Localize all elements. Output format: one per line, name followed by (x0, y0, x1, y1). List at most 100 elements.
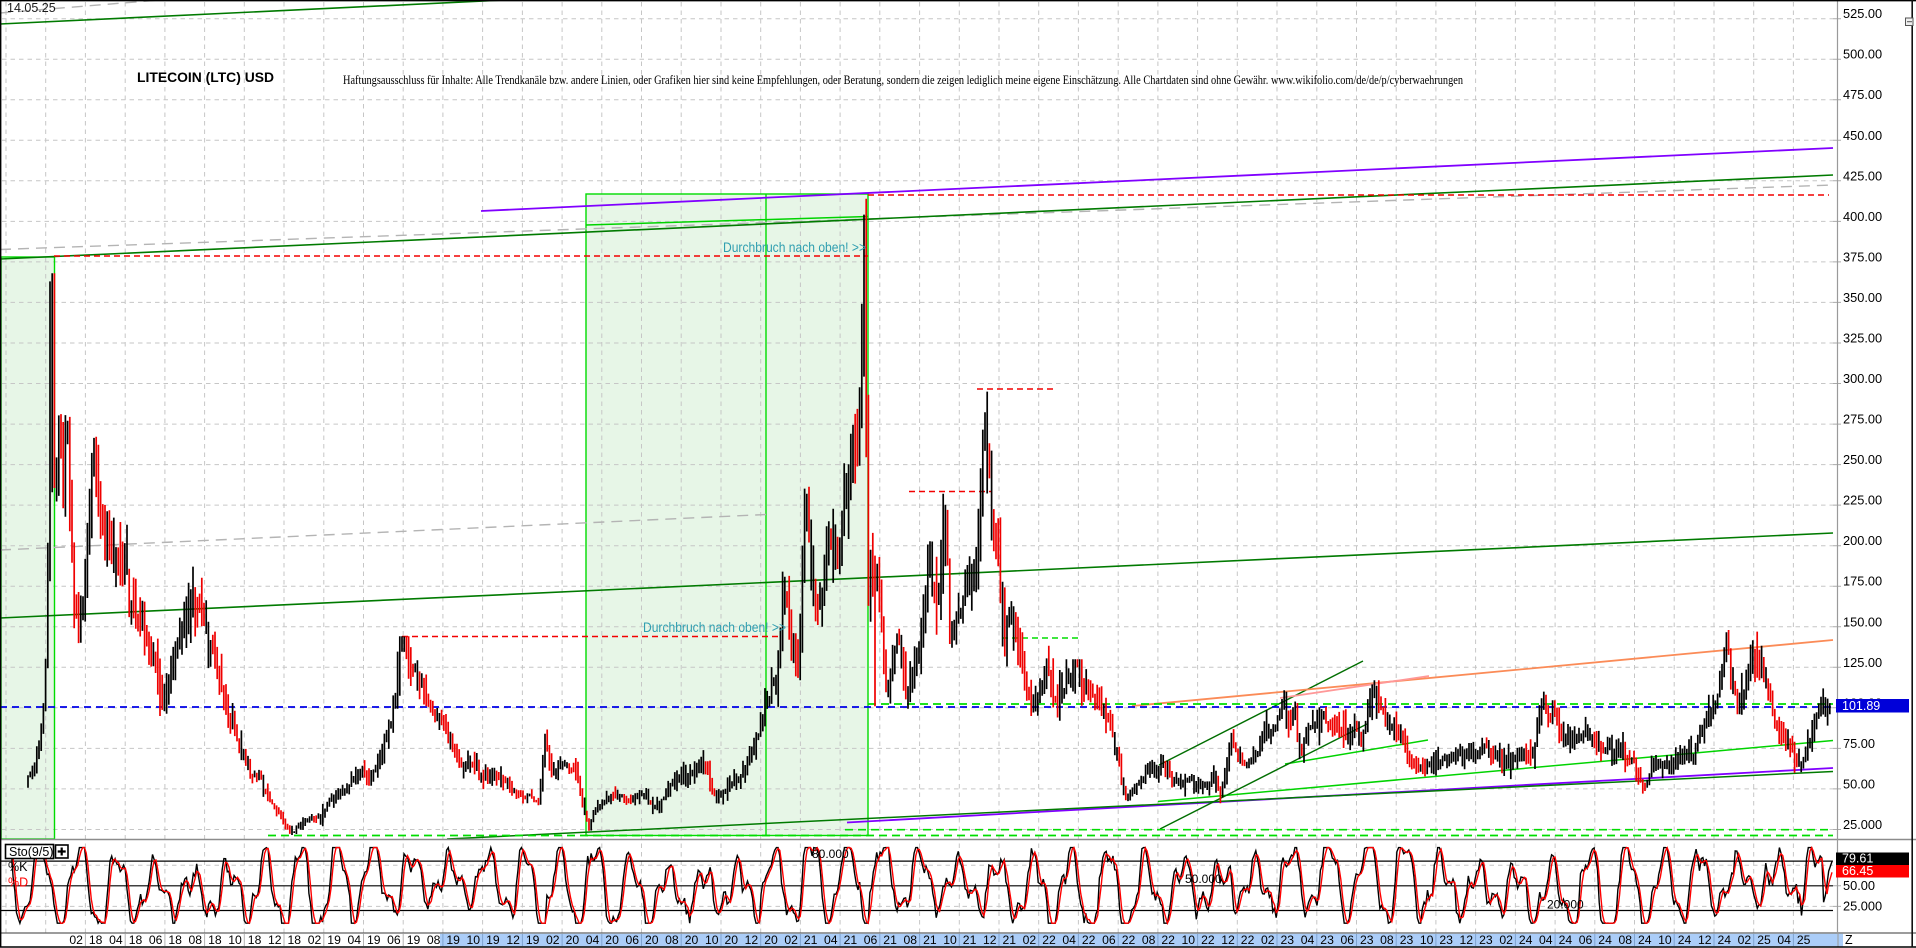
svg-text:50.000: 50.000 (1185, 872, 1222, 886)
svg-text:10: 10 (228, 933, 242, 947)
svg-text:24: 24 (1559, 933, 1573, 947)
svg-text:375.00: 375.00 (1843, 249, 1882, 264)
svg-text:12: 12 (1221, 933, 1235, 947)
svg-text:23: 23 (1479, 933, 1493, 947)
svg-text:%D: %D (8, 876, 28, 890)
svg-text:19: 19 (526, 933, 540, 947)
svg-text:21: 21 (923, 933, 937, 947)
svg-text:400.00: 400.00 (1843, 209, 1882, 224)
svg-text:06: 06 (1340, 933, 1354, 947)
svg-text:24: 24 (1678, 933, 1692, 947)
svg-text:Durchbruch nach oben! >>: Durchbruch nach oben! >> (643, 620, 786, 635)
svg-text:06: 06 (387, 933, 401, 947)
svg-text:22: 22 (1122, 933, 1136, 947)
svg-text:23: 23 (1400, 933, 1414, 947)
svg-text:23: 23 (1360, 933, 1374, 947)
svg-text:04: 04 (824, 933, 838, 947)
svg-text:24: 24 (1519, 933, 1533, 947)
svg-text:101.89: 101.89 (1842, 699, 1880, 713)
svg-text:21: 21 (963, 933, 977, 947)
svg-text:22: 22 (1201, 933, 1215, 947)
svg-text:06: 06 (1579, 933, 1593, 947)
svg-text:24: 24 (1718, 933, 1732, 947)
svg-text:66.45: 66.45 (1842, 864, 1873, 878)
svg-text:20: 20 (685, 933, 699, 947)
svg-text:19: 19 (327, 933, 341, 947)
svg-text:20: 20 (645, 933, 659, 947)
svg-text:LITECOIN (LTC) USD: LITECOIN (LTC) USD (137, 69, 274, 85)
svg-text:Z: Z (1845, 933, 1853, 947)
svg-text:25: 25 (1797, 933, 1811, 947)
svg-text:22: 22 (1161, 933, 1175, 947)
svg-text:20.000: 20.000 (1547, 898, 1584, 912)
svg-text:23: 23 (1281, 933, 1295, 947)
svg-text:20: 20 (566, 933, 580, 947)
svg-text:450.00: 450.00 (1843, 128, 1882, 143)
svg-text:08: 08 (427, 933, 441, 947)
svg-text:08: 08 (1380, 933, 1394, 947)
svg-text:Durchbruch nach oben! >>: Durchbruch nach oben! >> (723, 240, 866, 255)
svg-text:12: 12 (506, 933, 520, 947)
svg-text:04: 04 (347, 933, 361, 947)
svg-text:50.00: 50.00 (1843, 776, 1875, 791)
svg-text:02: 02 (1023, 933, 1037, 947)
svg-text:18: 18 (288, 933, 302, 947)
svg-text:500.00: 500.00 (1843, 47, 1882, 62)
svg-text:175.00: 175.00 (1843, 574, 1882, 589)
svg-text:21: 21 (804, 933, 818, 947)
svg-text:24: 24 (1638, 933, 1652, 947)
svg-text:04: 04 (109, 933, 123, 947)
svg-text:22: 22 (1241, 933, 1255, 947)
svg-text:425.00: 425.00 (1843, 168, 1882, 183)
svg-text:02: 02 (1738, 933, 1752, 947)
svg-text:250.00: 250.00 (1843, 452, 1882, 467)
svg-text:04: 04 (1539, 933, 1553, 947)
svg-text:20: 20 (605, 933, 619, 947)
svg-text:02: 02 (69, 933, 83, 947)
svg-text:19: 19 (407, 933, 421, 947)
svg-text:06: 06 (625, 933, 639, 947)
svg-text:08: 08 (1142, 933, 1156, 947)
svg-text:06: 06 (1102, 933, 1116, 947)
svg-text:22: 22 (1042, 933, 1056, 947)
svg-text:275.00: 275.00 (1843, 412, 1882, 427)
svg-text:10: 10 (1420, 933, 1434, 947)
svg-text:18: 18 (89, 933, 103, 947)
svg-text:19: 19 (486, 933, 500, 947)
svg-text:12: 12 (983, 933, 997, 947)
svg-text:06: 06 (149, 933, 163, 947)
svg-text:02: 02 (546, 933, 560, 947)
svg-text:19: 19 (446, 933, 460, 947)
svg-text:525.00: 525.00 (1843, 6, 1882, 21)
svg-text:04: 04 (1777, 933, 1791, 947)
svg-text:475.00: 475.00 (1843, 87, 1882, 102)
svg-text:20: 20 (764, 933, 778, 947)
svg-text:125.00: 125.00 (1843, 655, 1882, 670)
svg-text:08: 08 (1618, 933, 1632, 947)
svg-text:10: 10 (1658, 933, 1672, 947)
svg-text:04: 04 (1062, 933, 1076, 947)
svg-text:150.00: 150.00 (1843, 614, 1882, 629)
svg-text:10: 10 (1182, 933, 1196, 947)
svg-text:21: 21 (883, 933, 897, 947)
svg-text:04: 04 (1301, 933, 1315, 947)
svg-text:12: 12 (1698, 933, 1712, 947)
svg-text:12: 12 (1460, 933, 1474, 947)
svg-text:06: 06 (864, 933, 878, 947)
svg-text:75.00: 75.00 (1843, 736, 1875, 751)
svg-text:50.00: 50.00 (1843, 878, 1875, 893)
svg-text:02: 02 (784, 933, 798, 947)
svg-text:10: 10 (943, 933, 957, 947)
svg-text:18: 18 (129, 933, 143, 947)
svg-text:300.00: 300.00 (1843, 371, 1882, 386)
svg-text:08: 08 (665, 933, 679, 947)
svg-text:80.000: 80.000 (812, 847, 849, 861)
svg-text:23: 23 (1320, 933, 1334, 947)
svg-text:08: 08 (189, 933, 203, 947)
svg-text:20: 20 (725, 933, 739, 947)
svg-text:25.000: 25.000 (1843, 817, 1882, 832)
svg-text:08: 08 (904, 933, 918, 947)
svg-text:19: 19 (367, 933, 381, 947)
svg-text:23: 23 (1439, 933, 1453, 947)
svg-text:10: 10 (467, 933, 481, 947)
